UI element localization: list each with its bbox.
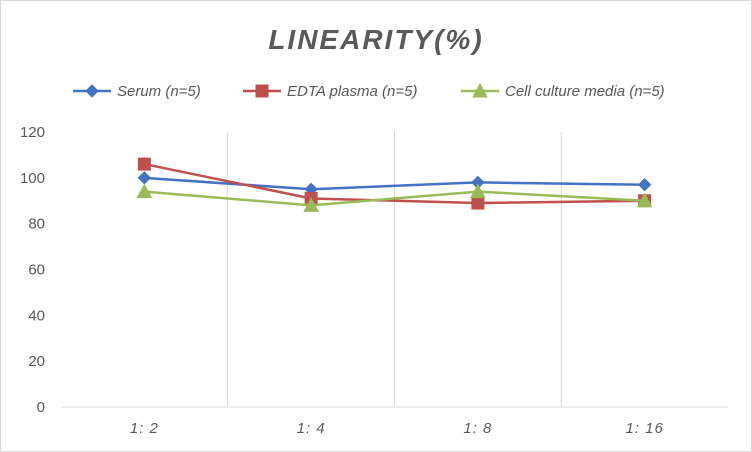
chart-grid: [61, 132, 728, 408]
x-tick-label: 1: 8: [463, 420, 492, 437]
legend-item: EDTA plasma (n=5): [243, 83, 417, 100]
y-tick-label: 40: [28, 307, 45, 324]
y-tick-label: 60: [28, 262, 45, 279]
y-tick-label: 0: [37, 399, 45, 416]
legend-item: Serum (n=5): [73, 83, 201, 100]
data-point: [136, 183, 153, 199]
data-point: [637, 178, 652, 192]
series-group: [137, 157, 652, 210]
series-line: [144, 162, 645, 205]
legend-item: Cell culture media (n=5): [461, 82, 665, 100]
x-axis-ticks: 1: 2 1: 4 1: 8 1: 16: [130, 420, 663, 437]
legend-label: EDTA plasma (n=5): [287, 83, 417, 100]
series-line: [144, 190, 645, 207]
legend-label: Cell culture media (n=5): [505, 83, 665, 100]
data-point: [137, 171, 152, 185]
data-point: [470, 183, 486, 199]
chart-series: [136, 157, 653, 212]
x-tick-label: 1: 16: [625, 420, 663, 437]
data-point: [636, 192, 653, 208]
x-tick-label: 1: 2: [130, 420, 159, 437]
chart-legend: Serum (n=5) EDTA plasma (n=5) Cell culture…: [73, 82, 665, 100]
legend-label: Serum (n=5): [117, 83, 201, 100]
y-axis-ticks: 0 20 40 60 80 100 120: [20, 124, 45, 416]
y-tick-label: 100: [20, 170, 45, 187]
legend-marker: [255, 84, 269, 98]
x-tick-label: 1: 4: [297, 420, 326, 437]
legend-marker: [85, 84, 99, 98]
y-tick-label: 120: [20, 124, 45, 141]
y-tick-label: 80: [28, 216, 45, 233]
chart-title: LINEARITY(%): [268, 24, 483, 55]
data-point: [303, 197, 319, 212]
y-tick-label: 20: [28, 353, 45, 370]
series-group: [136, 183, 653, 212]
data-point: [471, 196, 485, 210]
series-line: [144, 176, 645, 191]
data-point: [137, 157, 151, 171]
legend-marker: [472, 82, 488, 98]
